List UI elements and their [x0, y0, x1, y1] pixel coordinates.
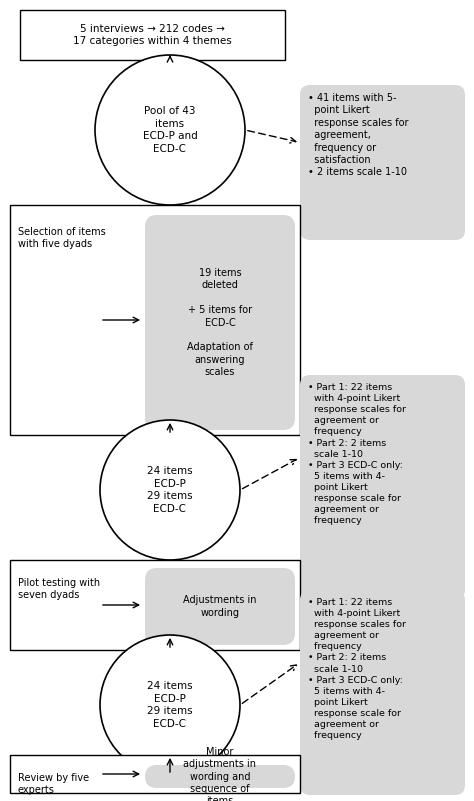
FancyBboxPatch shape [145, 765, 295, 788]
Text: • Part 1: 22 items
  with 4-point Likert
  response scales for
  agreement or
  : • Part 1: 22 items with 4-point Likert r… [308, 383, 406, 525]
Ellipse shape [100, 420, 240, 560]
FancyBboxPatch shape [300, 590, 465, 795]
FancyBboxPatch shape [10, 560, 300, 650]
Text: Pool of 43
items
ECD-P and
ECD-C: Pool of 43 items ECD-P and ECD-C [143, 107, 197, 154]
Text: 5 interviews → 212 codes →
17 categories within 4 themes: 5 interviews → 212 codes → 17 categories… [73, 24, 232, 46]
Text: Pilot testing with
seven dyads: Pilot testing with seven dyads [18, 578, 100, 601]
Text: 19 items
deleted

+ 5 items for
ECD-C

Adaptation of
answering
scales: 19 items deleted + 5 items for ECD-C Ada… [187, 268, 253, 377]
FancyBboxPatch shape [300, 375, 465, 600]
Text: • Part 1: 22 items
  with 4-point Likert
  response scales for
  agreement or
  : • Part 1: 22 items with 4-point Likert r… [308, 598, 406, 740]
FancyBboxPatch shape [145, 215, 295, 430]
FancyBboxPatch shape [145, 568, 295, 645]
Text: Review by five
experts: Review by five experts [18, 773, 89, 795]
FancyBboxPatch shape [10, 205, 300, 435]
Text: 24 items
ECD-P
29 items
ECD-C: 24 items ECD-P 29 items ECD-C [147, 466, 193, 513]
Text: Adjustments in
wording: Adjustments in wording [183, 595, 257, 618]
Ellipse shape [100, 635, 240, 775]
FancyBboxPatch shape [300, 85, 465, 240]
Text: 24 items
ECD-P
29 items
ECD-C: 24 items ECD-P 29 items ECD-C [147, 682, 193, 729]
Text: • 41 items with 5-
  point Likert
  response scales for
  agreement,
  frequency: • 41 items with 5- point Likert response… [308, 93, 409, 177]
Ellipse shape [95, 55, 245, 205]
FancyBboxPatch shape [10, 755, 300, 793]
Text: Selection of items
with five dyads: Selection of items with five dyads [18, 227, 106, 249]
FancyBboxPatch shape [20, 10, 285, 60]
Text: Minor
adjustments in
wording and
sequence of
items: Minor adjustments in wording and sequenc… [183, 747, 256, 801]
